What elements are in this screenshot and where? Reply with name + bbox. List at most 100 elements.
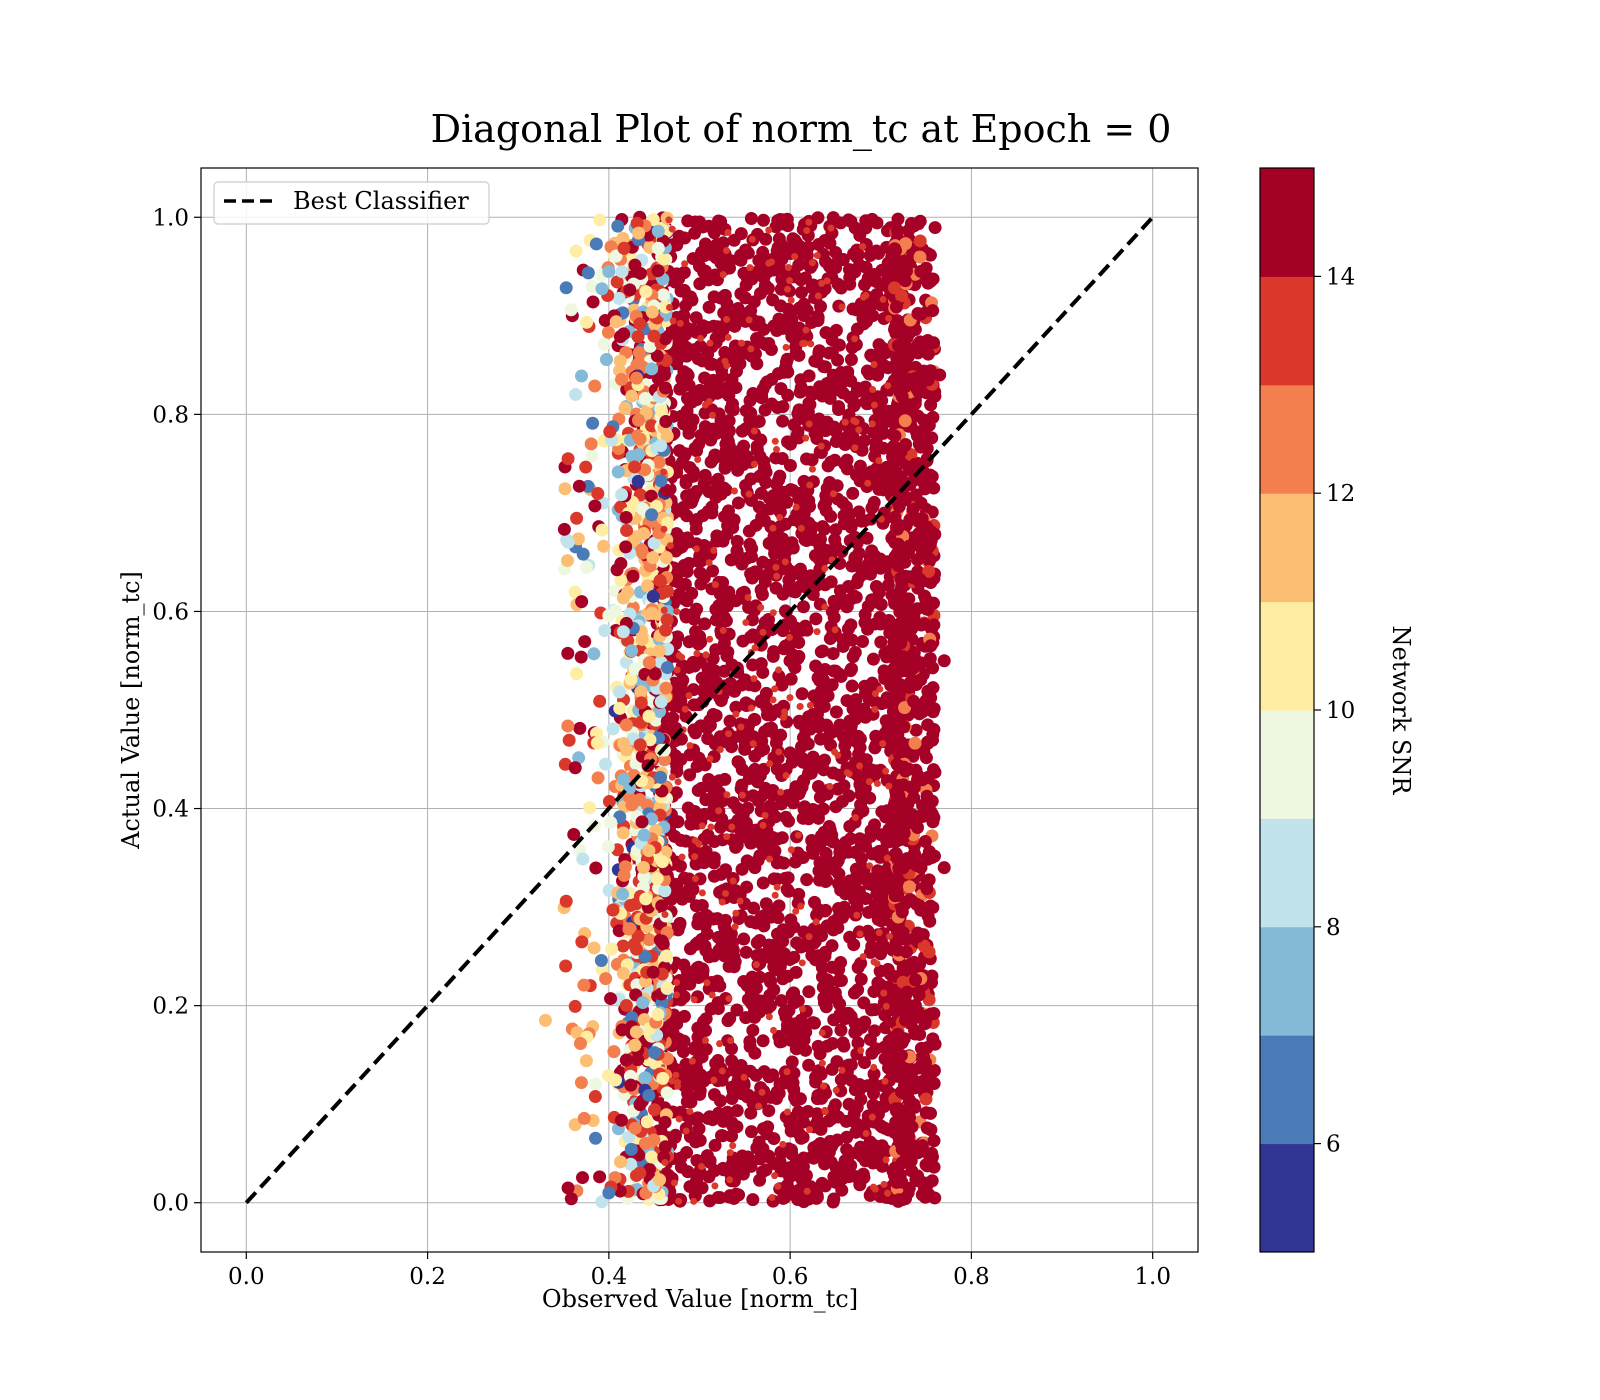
scatter-point — [889, 402, 903, 416]
scatter-point — [826, 1036, 840, 1050]
scatter-point — [562, 733, 576, 747]
scatter-point — [631, 413, 645, 427]
scatter-point — [609, 249, 623, 263]
scatter-point — [715, 812, 729, 826]
scatter-point — [636, 996, 650, 1010]
scatter-point — [843, 507, 857, 521]
scatter-point — [796, 600, 810, 614]
scatter-point — [791, 425, 805, 439]
scatter-point — [924, 639, 938, 653]
scatter-point — [616, 887, 630, 901]
scatter-point — [802, 434, 810, 442]
scatter-point — [899, 945, 913, 959]
scatter-point — [645, 1150, 659, 1164]
scatter-point — [884, 382, 892, 390]
scatter-point — [776, 400, 790, 414]
scatter-point — [593, 694, 607, 708]
scatter-point — [797, 524, 805, 532]
scatter-point — [619, 510, 633, 524]
scatter-point — [705, 506, 719, 520]
scatter-point — [725, 1091, 739, 1105]
scatter-point — [818, 949, 832, 963]
scatter-point — [874, 635, 888, 649]
scatter-point — [800, 248, 814, 262]
scatter-point — [865, 778, 873, 786]
scatter-point — [684, 1095, 698, 1109]
scatter-point — [717, 664, 731, 678]
scatter-point — [702, 300, 716, 314]
scatter-point — [887, 1035, 901, 1049]
scatter-point — [638, 950, 652, 964]
scatter-point — [895, 651, 909, 665]
scatter-point — [867, 495, 881, 509]
scatter-point — [805, 933, 813, 941]
scatter-point — [784, 1124, 798, 1138]
scatter-point — [843, 714, 857, 728]
scatter-point — [744, 406, 758, 420]
scatter-point — [754, 694, 768, 708]
scatter-point — [660, 525, 668, 533]
scatter-point — [559, 894, 573, 908]
scatter-point — [765, 397, 779, 411]
scatter-point — [750, 1141, 764, 1155]
scatter-point — [817, 991, 831, 1005]
scatter-point — [829, 435, 843, 449]
scatter-point — [765, 226, 773, 234]
scatter-point — [769, 696, 777, 704]
scatter-point — [756, 213, 770, 227]
scatter-point — [733, 357, 747, 371]
scatter-point — [611, 219, 625, 233]
scatter-point — [616, 939, 630, 953]
scatter-point — [814, 732, 828, 746]
scatter-point — [559, 281, 573, 295]
scatter-point — [720, 599, 734, 613]
scatter-point — [623, 283, 637, 297]
scatter-point — [633, 1166, 647, 1180]
scatter-point — [852, 546, 866, 560]
scatter-point — [907, 694, 921, 708]
scatter-point — [670, 1179, 678, 1187]
scatter-point — [848, 397, 862, 411]
scatter-point — [620, 524, 634, 538]
scatter-point — [809, 612, 823, 626]
scatter-point — [702, 485, 716, 499]
scatter-point — [757, 322, 771, 336]
scatter-point — [902, 592, 916, 606]
scatter-point — [699, 844, 713, 858]
scatter-point — [570, 511, 584, 525]
scatter-point — [703, 979, 711, 987]
scatter-point — [720, 649, 734, 663]
scatter-point — [829, 1160, 843, 1174]
scatter-point — [749, 740, 757, 748]
scatter-point — [692, 545, 700, 553]
scatter-point — [863, 567, 877, 581]
scatter-point — [723, 791, 731, 799]
scatter-point — [827, 594, 841, 608]
scatter-point — [927, 1006, 941, 1020]
scatter-point — [844, 832, 858, 846]
scatter-point — [776, 414, 790, 428]
scatter-point — [712, 479, 726, 493]
scatter-point — [766, 649, 780, 663]
scatter-point — [673, 444, 687, 458]
scatter-point — [569, 244, 583, 258]
scatter-point — [721, 890, 729, 898]
scatter-point — [908, 736, 922, 750]
scatter-point — [833, 997, 847, 1011]
scatter-point — [878, 669, 892, 683]
scatter-point — [670, 877, 684, 891]
scatter-point — [911, 930, 925, 944]
scatter-point — [845, 679, 859, 693]
scatter-point — [625, 449, 639, 463]
scatter-point — [922, 845, 936, 859]
scatter-point — [698, 406, 712, 420]
scatter-point — [925, 431, 939, 445]
scatter-point — [724, 228, 732, 236]
scatter-point — [783, 1108, 791, 1116]
scatter-point — [633, 793, 647, 807]
scatter-point — [894, 794, 908, 808]
scatter-point — [729, 1142, 737, 1150]
scatter-point — [688, 726, 702, 740]
scatter-point — [841, 622, 855, 636]
scatter-point — [795, 687, 809, 701]
